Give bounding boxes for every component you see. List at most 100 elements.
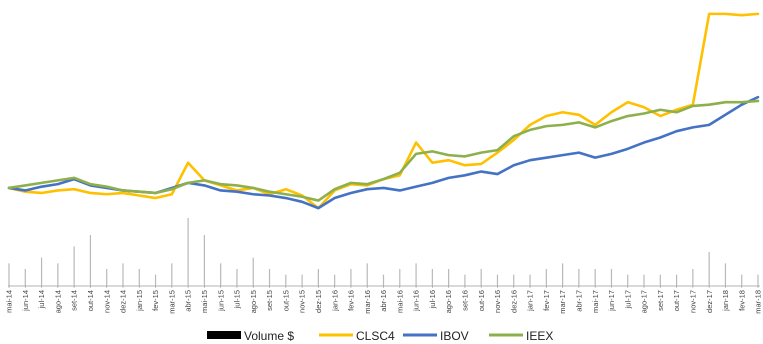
volume-bar: [692, 269, 694, 286]
x-tick-label: set-15: [265, 290, 274, 311]
volume-bar: [741, 274, 743, 286]
volume-bar: [382, 274, 385, 286]
legend-label-clsc4: CLSC4: [356, 329, 395, 343]
volume-bar: [562, 263, 564, 286]
legend-label-ieex: IEEX: [526, 329, 553, 343]
x-tick-label: mai-14: [5, 290, 14, 313]
x-tick-label: out-17: [672, 290, 681, 311]
x-tick-label: jul-16: [428, 290, 437, 309]
volume-bar: [643, 274, 645, 286]
x-tick-label: dez-15: [314, 290, 323, 313]
legend-item-ieex: IEEX: [489, 329, 553, 343]
volume-bar: [187, 218, 189, 286]
volume-bar: [431, 269, 433, 286]
x-tick-label: set-14: [70, 290, 79, 311]
legend-item-ibov: IBOV: [403, 329, 469, 343]
volume-bar: [513, 274, 515, 286]
x-tick-label: out-16: [477, 290, 486, 311]
volume-bar: [203, 235, 205, 286]
x-tick-label: dez-17: [705, 290, 714, 313]
volume-bar: [578, 269, 580, 286]
volume-bar: [366, 263, 368, 286]
x-tick-label: jan-18: [721, 290, 730, 312]
volume-bar: [40, 257, 43, 286]
legend-swatch-volume: [207, 331, 241, 339]
x-tick-label: jul-14: [37, 290, 46, 309]
x-tick-label: jul-17: [623, 290, 632, 309]
legend-label-ibov: IBOV: [440, 329, 469, 343]
x-tick-label: fev-16: [347, 290, 356, 311]
volume-bar: [138, 269, 140, 286]
volume-bar: [8, 263, 10, 286]
x-tick-label: mar-15: [167, 290, 176, 314]
x-axis-ticks: mai-14 jun-14 jul-14 ago-14 set-14 out-14 nov-…: [5, 286, 763, 314]
volume-bar: [334, 274, 336, 286]
x-tick-label: set-17: [656, 290, 665, 311]
volume-bar: [122, 263, 124, 286]
volume-bar: [285, 274, 287, 286]
volume-bar: [529, 274, 531, 286]
volume-bar: [724, 263, 727, 286]
x-tick-label: jun-17: [607, 290, 616, 312]
legend-item-clsc4: CLSC4: [319, 329, 395, 343]
volume-bar: [545, 269, 547, 286]
x-tick-label: set-16: [461, 290, 470, 311]
x-tick-label: dez-14: [119, 290, 128, 313]
volume-bar: [57, 263, 59, 286]
volume-bar: [675, 274, 678, 286]
x-tick-label: abr-15: [184, 290, 193, 312]
x-tick-label: jan-15: [135, 290, 144, 312]
volume-bar: [627, 274, 629, 286]
x-tick-label: nov-17: [688, 290, 697, 313]
x-tick-label: nov-16: [493, 290, 502, 313]
x-tick-label: ago-17: [640, 290, 649, 313]
volume-bar: [464, 274, 466, 286]
x-tick-label: fev-18: [737, 290, 746, 311]
volume-bar: [106, 269, 108, 286]
x-tick-label: mai-17: [591, 290, 600, 313]
volume-bar: [415, 263, 417, 286]
legend-label-volume: Volume $: [244, 329, 294, 343]
x-tick-label: fev-17: [542, 290, 551, 311]
legend: Volume $ CLSC4 IBOV IEEX: [207, 329, 553, 343]
volume-bar: [73, 246, 75, 286]
x-tick-label: mai-15: [200, 290, 209, 313]
volume-bar: [757, 274, 759, 286]
x-tick-label: abr-16: [379, 290, 388, 312]
volume-bar: [496, 274, 499, 286]
volume-bars: [8, 218, 759, 286]
volume-bar: [610, 269, 613, 286]
x-tick-label: jun-16: [412, 290, 421, 312]
x-tick-label: nov-14: [102, 290, 111, 313]
x-tick-label: mai-16: [395, 290, 404, 313]
x-tick-label: fev-15: [151, 290, 160, 311]
volume-bar: [171, 263, 173, 286]
volume-bar: [268, 269, 271, 286]
volume-bar: [594, 269, 596, 286]
volume-bar: [448, 269, 450, 286]
volume-bar: [480, 269, 482, 286]
x-tick-label: mar-17: [558, 290, 567, 314]
volume-bar: [252, 257, 254, 286]
x-tick-label: out-15: [281, 290, 290, 311]
volume-bar: [236, 269, 238, 286]
x-tick-label: nov-15: [298, 290, 307, 313]
x-tick-label: dez-16: [509, 290, 518, 313]
x-tick-label: abr-17: [574, 290, 583, 312]
x-tick-label: ago-16: [444, 290, 453, 313]
volume-bar: [220, 263, 222, 286]
volume-bar: [317, 269, 319, 286]
x-tick-label: mar-18: [754, 290, 763, 314]
x-tick-label: mar-16: [363, 290, 372, 314]
volume-bar: [350, 269, 352, 286]
x-tick-label: jul-15: [233, 290, 242, 309]
x-tick-label: ago-15: [249, 290, 258, 313]
volume-bar: [24, 269, 26, 286]
x-tick-label: ago-14: [53, 290, 62, 313]
legend-item-volume: Volume $: [207, 329, 294, 343]
x-tick-label: jan-16: [330, 290, 339, 312]
x-tick-label: jan-17: [526, 290, 535, 312]
series-line-ieex: [7, 99, 760, 202]
